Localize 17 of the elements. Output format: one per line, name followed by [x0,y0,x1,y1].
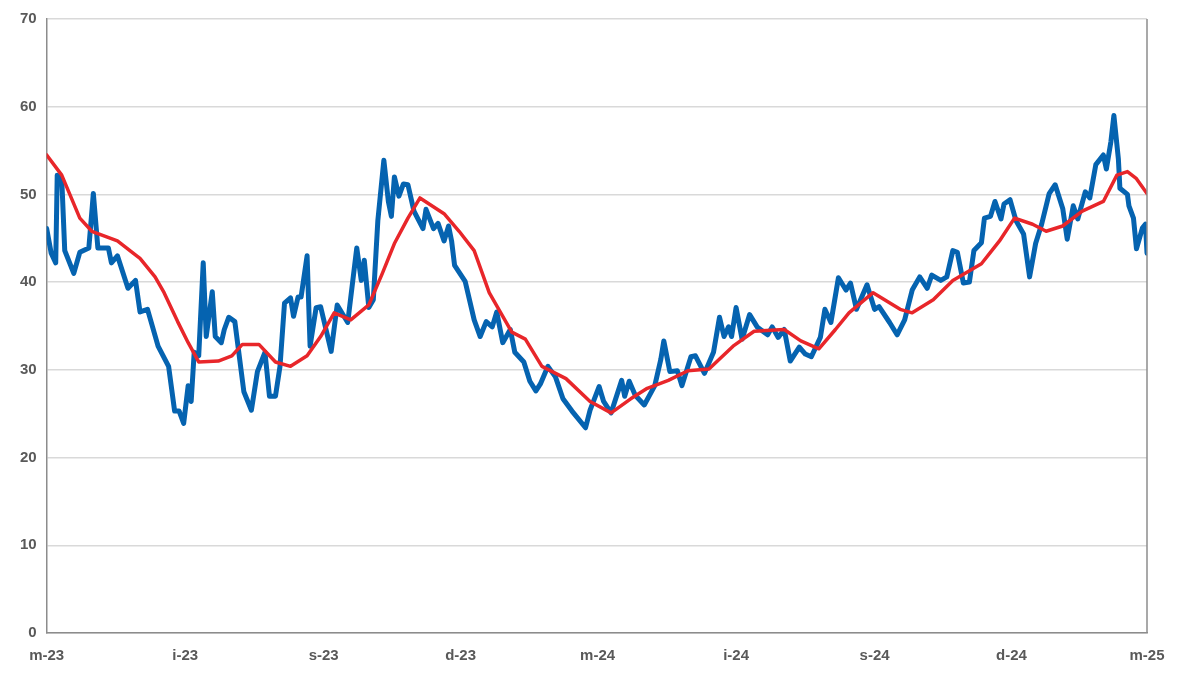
x-tick-label: m-25 [1129,646,1165,664]
x-tick-label: i-23 [172,646,199,664]
x-tick-label: s-23 [308,646,339,664]
y-tick-label: 60 [20,96,37,114]
y-tick-label: 40 [20,272,37,290]
x-tick-label: s-24 [859,646,891,664]
y-tick-label: 0 [28,623,37,641]
y-tick-label: 50 [20,184,37,202]
y-tick-label: 70 [20,9,37,27]
x-tick-label: m-24 [580,646,616,664]
y-tick-label: 10 [20,535,37,553]
y-tick-label: 20 [20,447,37,465]
x-tick-label: m-23 [29,646,65,664]
x-tick-label: d-24 [996,646,1028,664]
y-tick-label: 30 [20,360,37,377]
x-tick-label: d-23 [445,646,477,664]
x-tick-label: i-24 [723,646,750,664]
